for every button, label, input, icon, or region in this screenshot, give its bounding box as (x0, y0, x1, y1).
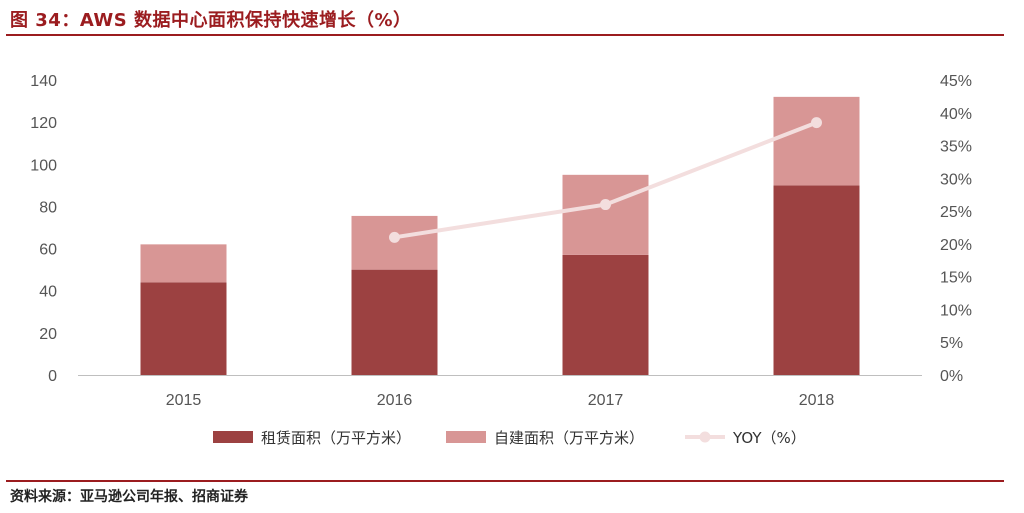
right-tick-label: 45% (940, 73, 972, 90)
left-tick-label: 80 (39, 199, 57, 216)
right-tick-label: 15% (940, 270, 972, 287)
right-tick-label: 20% (940, 237, 972, 254)
legend-self-built-label: 自建面积（万平方米） (494, 429, 644, 447)
right-tick-label: 0% (940, 368, 963, 385)
yoy-point (811, 117, 822, 129)
right-tick-label: 40% (940, 106, 972, 123)
left-tick-label: 100 (30, 157, 57, 174)
left-tick-label: 60 (39, 242, 57, 259)
yoy-line-group (389, 117, 822, 243)
left-tick-label: 40 (39, 284, 57, 301)
x-axis-labels: 2015 2016 2017 2018 (166, 392, 835, 409)
right-tick-label: 30% (940, 171, 972, 188)
left-axis-ticks: 0 20 40 60 80 100 120 140 (30, 73, 57, 385)
legend-leased-label: 租赁面积（万平方米） (261, 429, 411, 447)
right-tick-label: 5% (940, 335, 963, 352)
legend-yoy-marker (699, 431, 711, 443)
yoy-point (389, 231, 400, 243)
right-tick-label: 10% (940, 302, 972, 319)
source-note: 资料来源：亚马逊公司年报、招商证券 (10, 489, 248, 505)
left-tick-label: 0 (48, 368, 57, 385)
legend: 租赁面积（万平方米） 自建面积（万平方米） YOY（%） (213, 429, 806, 447)
bar-self-built-area (773, 96, 860, 186)
x-tick-label: 2017 (588, 392, 624, 409)
bar-leased-area (140, 282, 227, 375)
legend-yoy-label: YOY（%） (732, 429, 806, 447)
stacked-bar-line-chart: 0 20 40 60 80 100 120 140 0% 5% 10% 15% 20% 25% 30% 35… (30, 73, 972, 447)
bar-leased-area (773, 185, 860, 375)
footer-divider (6, 480, 1004, 482)
left-tick-label: 140 (30, 73, 57, 90)
title-divider (6, 34, 1004, 36)
bars-group (140, 96, 860, 375)
yoy-point (600, 199, 611, 211)
x-tick-label: 2015 (166, 392, 202, 409)
left-tick-label: 120 (30, 115, 57, 132)
bar-leased-area (351, 269, 438, 375)
x-tick-label: 2018 (799, 392, 835, 409)
legend-leased-swatch (213, 431, 253, 443)
legend-self-built-swatch (446, 431, 486, 443)
bar-self-built-area (562, 174, 649, 255)
right-tick-label: 35% (940, 139, 972, 156)
bar-leased-area (562, 254, 649, 375)
chart-title: 图 34：AWS 数据中心面积保持快速增长（%） (10, 10, 412, 31)
right-tick-label: 25% (940, 204, 972, 221)
left-tick-label: 20 (39, 326, 57, 343)
right-axis-ticks: 0% 5% 10% 15% 20% 25% 30% 35% 40% 45% (940, 73, 972, 385)
bar-self-built-area (140, 244, 227, 283)
x-tick-label: 2016 (377, 392, 413, 409)
